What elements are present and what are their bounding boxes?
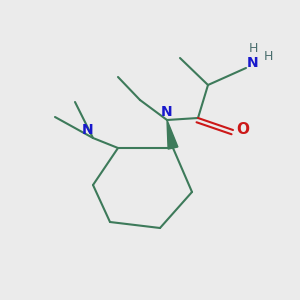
Text: N: N bbox=[82, 123, 94, 137]
Text: N: N bbox=[247, 56, 259, 70]
Text: O: O bbox=[236, 122, 250, 137]
Text: H: H bbox=[263, 50, 273, 62]
Text: N: N bbox=[161, 105, 173, 119]
Polygon shape bbox=[167, 120, 178, 149]
Text: H: H bbox=[248, 41, 258, 55]
